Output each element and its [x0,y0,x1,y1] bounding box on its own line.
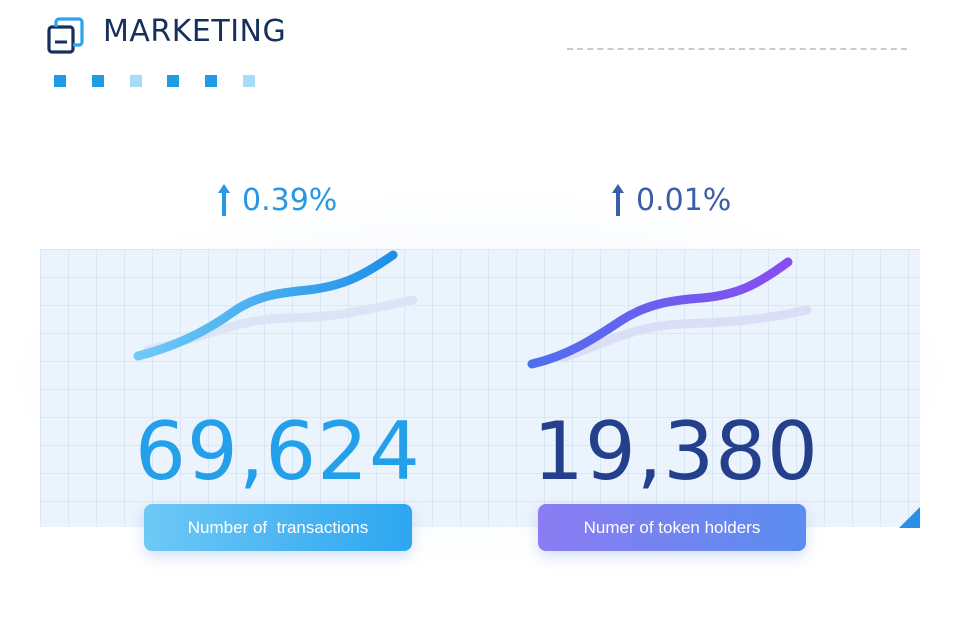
arrow-up-icon [218,184,230,216]
token-holders-change: 0.01% [610,180,731,220]
panel-corner-marker [899,507,920,528]
dot-3 [130,75,142,87]
dot-1 [54,75,66,87]
arrow-up-icon [612,184,624,216]
token-holders-label: Numer of token holders [538,504,806,551]
token-holders-change-value: 0.01% [636,182,732,218]
transactions-label: Number of transactions [144,504,412,551]
transactions-value: 69,624 [135,405,421,498]
transactions-change-value: 0.39% [242,182,338,218]
page-title: MARKETING [103,14,287,49]
token-holders-sparkline [527,257,812,369]
transactions-change: 0.39% [216,180,337,220]
dot-2 [92,75,104,87]
stacked-windows-icon [47,17,84,54]
dot-5 [205,75,217,87]
metrics-panel [40,249,920,527]
dot-4 [167,75,179,87]
transactions-sparkline [133,250,418,361]
header-divider [567,48,907,50]
token-holders-value: 19,380 [533,405,819,498]
dot-6 [243,75,255,87]
